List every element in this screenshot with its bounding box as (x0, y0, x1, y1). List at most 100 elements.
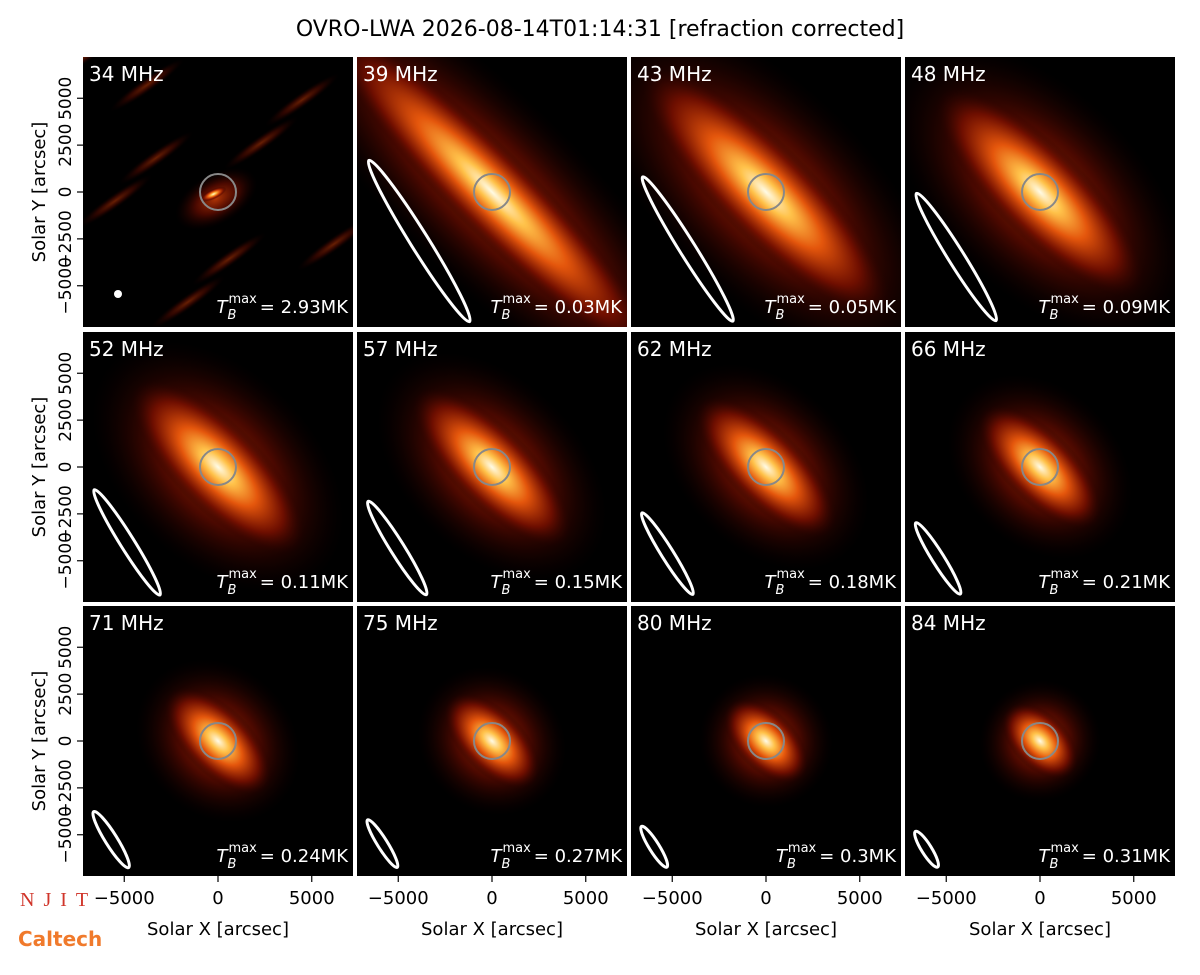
solar-disk (747, 448, 785, 486)
tb-superscript: max (1050, 841, 1079, 856)
tb-symbol: T (217, 572, 230, 593)
y-tick-label: −5000 (56, 532, 76, 590)
y-tick-label: 0 (56, 736, 76, 747)
frequency-label: 48 MHz (911, 62, 986, 86)
emission (695, 396, 837, 538)
x-axis-label: Solar X [arcsec] (147, 919, 289, 940)
y-tick-label: −5000 (56, 806, 76, 864)
tmax-value: = 0.27MK (534, 846, 623, 867)
tb-subscript: B (228, 308, 237, 323)
emission (977, 404, 1103, 530)
frequency-label: 39 MHz (363, 62, 438, 86)
tmax-label: TBmax = 0.15MK (491, 567, 624, 598)
beam (913, 829, 940, 869)
tb-superscript: max (228, 292, 257, 307)
frequency-label: 43 MHz (637, 62, 712, 86)
solar-disk (1021, 173, 1059, 211)
tb-subscript: B (1050, 857, 1059, 872)
tb-subscript: B (502, 857, 511, 872)
tmax-label: TBmax = 0.24MK (217, 841, 350, 872)
tmax-value: = 0.09MK (1082, 297, 1171, 318)
tb-superscript: max (228, 841, 257, 856)
solar-disk (199, 722, 237, 760)
tmax-label: TBmax = 0.18MK (765, 567, 898, 598)
tmax-label: TBmax = 0.11MK (217, 567, 350, 598)
tb-symbol: T (491, 297, 504, 318)
tb-superscript: max (1050, 567, 1079, 582)
solar-disk (473, 173, 511, 211)
panel (905, 606, 1175, 876)
beam (639, 824, 670, 869)
sidelobe (109, 58, 185, 112)
y-tick-label: −2500 (56, 759, 76, 817)
tmax-value: = 0.11MK (260, 572, 349, 593)
solar-disk (199, 448, 237, 486)
tmax-label: TBmax = 0.21MK (1039, 567, 1172, 598)
y-tick-label: 2500 (56, 672, 76, 715)
tmax-label: TBmax = 0.05MK (765, 292, 898, 323)
tmax-value: = 0.18MK (808, 572, 897, 593)
y-tick-label: 0 (56, 462, 76, 473)
tb-symbol: T (765, 572, 778, 593)
beam (366, 158, 472, 324)
figure-title: OVRO-LWA 2026-08-14T01:14:31 [refraction… (296, 17, 904, 42)
beam (366, 499, 429, 597)
tmax-label: TBmax = 0.27MK (491, 841, 624, 872)
x-tick-label: 5000 (563, 888, 609, 909)
y-tick-label: 5000 (56, 352, 76, 395)
sidelobe (223, 116, 299, 170)
tmax-label: TBmax = 0.03MK (491, 292, 624, 323)
frequency-label: 34 MHz (89, 62, 164, 86)
frequency-label: 80 MHz (637, 611, 712, 635)
beam (92, 488, 162, 597)
tb-symbol: T (217, 297, 230, 318)
beam (914, 191, 999, 323)
tb-subscript: B (1050, 583, 1059, 598)
emission (723, 698, 809, 784)
frequency-label: 62 MHz (637, 337, 712, 361)
emission (443, 692, 541, 790)
logo-njit: NJIT (20, 889, 97, 911)
panel (905, 332, 1175, 602)
frequency-label: 71 MHz (89, 611, 164, 635)
tmax-label: TBmax = 2.93MK (217, 292, 350, 323)
tmax-label: TBmax = 0.09MK (1039, 292, 1172, 323)
panel (357, 332, 627, 602)
frequency-label: 52 MHz (89, 337, 164, 361)
tb-symbol: T (491, 572, 504, 593)
y-tick-label: 2500 (56, 398, 76, 441)
y-tick-label: 2500 (56, 123, 76, 166)
beam (913, 521, 963, 596)
x-tick-label: 0 (486, 888, 497, 909)
solar-disk (199, 173, 237, 211)
x-tick-label: 5000 (1111, 888, 1157, 909)
panel (83, 332, 353, 602)
panel (631, 57, 901, 327)
y-tick-label: −2500 (56, 210, 76, 268)
frequency-label: 66 MHz (911, 337, 986, 361)
solar-disk (473, 448, 511, 486)
tb-symbol: T (1039, 297, 1052, 318)
emission (1001, 702, 1079, 780)
tb-subscript: B (776, 583, 785, 598)
x-tick-label: −5000 (368, 888, 429, 909)
tb-symbol: T (217, 846, 230, 867)
x-tick-label: −5000 (916, 888, 977, 909)
panel (905, 57, 1175, 327)
tmax-value: = 0.3MK (819, 846, 897, 867)
logo-caltech: Caltech (18, 927, 102, 951)
emission (935, 87, 1145, 297)
tb-symbol: T (1039, 572, 1052, 593)
x-tick-label: 5000 (837, 888, 883, 909)
tmax-value: = 0.03MK (534, 297, 623, 318)
x-axis-label: Solar X [arcsec] (421, 919, 563, 940)
emission (130, 379, 306, 555)
tmax-value: = 0.31MK (1082, 846, 1171, 867)
tmax-label: TBmax = 0.3MK (776, 841, 897, 872)
panel (357, 57, 627, 327)
tb-symbol: T (1039, 846, 1052, 867)
y-tick-label: −5000 (56, 257, 76, 315)
solar-disk (473, 722, 511, 760)
tmax-value: = 0.21MK (1082, 572, 1171, 593)
